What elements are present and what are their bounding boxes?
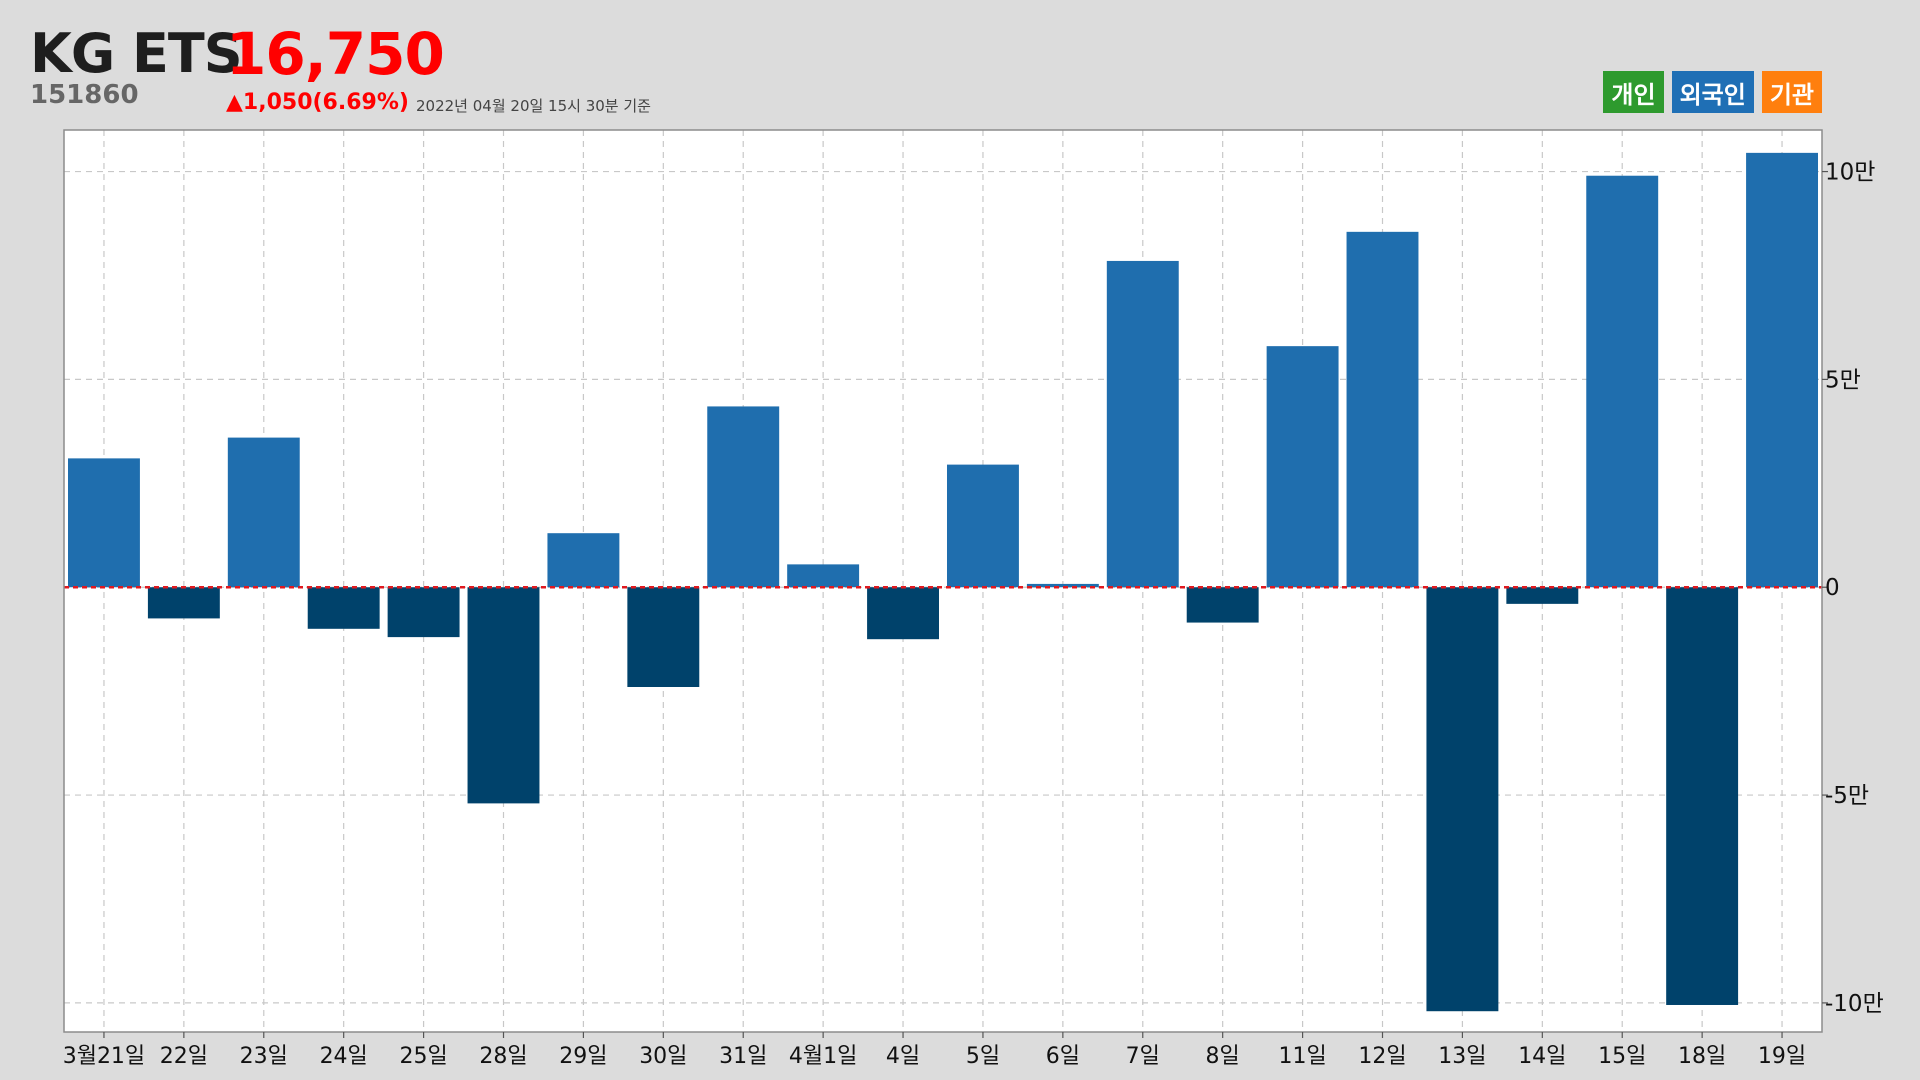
- bar: [707, 406, 780, 588]
- x-tick-label: 13일: [1438, 1044, 1486, 1069]
- stock-code: 151860: [30, 80, 139, 110]
- x-tick-label: 29일: [559, 1044, 607, 1069]
- bar: [1106, 260, 1179, 588]
- x-tick-label: 4일: [886, 1044, 920, 1069]
- bar: [387, 587, 460, 638]
- timestamp: 2022년 04월 20일 15시 30분 기준: [416, 97, 651, 115]
- x-tick-label: 5일: [966, 1044, 1000, 1069]
- bar: [1666, 587, 1739, 1005]
- x-tick-label: 11일: [1278, 1044, 1326, 1069]
- bar: [1746, 152, 1819, 588]
- x-tick-label: 18일: [1678, 1044, 1726, 1069]
- x-tick-label: 25일: [399, 1044, 447, 1069]
- y-tick-label: -5만: [1825, 783, 1869, 809]
- bar: [1266, 346, 1339, 588]
- x-tick-label: 4월1일: [789, 1044, 857, 1069]
- bar: [867, 587, 940, 640]
- legend: 개인 외국인 기관: [1603, 71, 1822, 113]
- bar: [1586, 175, 1659, 588]
- legend-foreigner[interactable]: 외국인: [1671, 71, 1754, 113]
- plot-area: [64, 130, 1822, 1032]
- bar: [787, 564, 860, 588]
- bar: [307, 587, 380, 629]
- bar: [1426, 587, 1499, 1012]
- x-tick-label: 30일: [639, 1044, 687, 1069]
- x-tick-label: 24일: [320, 1044, 368, 1069]
- x-tick-label: 7일: [1126, 1044, 1160, 1069]
- bar: [147, 587, 220, 619]
- x-tick-label: 28일: [479, 1044, 527, 1069]
- bar: [1346, 231, 1419, 588]
- bar: [547, 533, 620, 588]
- plot-border: [63, 129, 1823, 1033]
- bar: [1506, 587, 1579, 604]
- bar: [67, 458, 140, 588]
- bar: [227, 437, 300, 588]
- x-tick-label: 6일: [1046, 1044, 1080, 1069]
- y-tick-label: -10만: [1825, 991, 1884, 1017]
- x-tick-label: 12일: [1358, 1044, 1406, 1069]
- x-tick-label: 8일: [1206, 1044, 1240, 1069]
- bar: [627, 587, 700, 687]
- x-tick-label: 19일: [1758, 1044, 1806, 1069]
- y-tick-label: 5만: [1825, 367, 1861, 393]
- y-tick-label: 0: [1825, 575, 1840, 601]
- legend-institution[interactable]: 기관: [1761, 71, 1822, 113]
- x-tick-label: 15일: [1598, 1044, 1646, 1069]
- stock-price: 16,750: [226, 20, 445, 88]
- bar: [946, 464, 1019, 588]
- stock-name: KG ETS: [30, 22, 243, 85]
- x-tick-label: 14일: [1518, 1044, 1566, 1069]
- legend-individual[interactable]: 개인: [1603, 71, 1664, 113]
- x-tick-label: 23일: [240, 1044, 288, 1069]
- bar: [467, 587, 540, 804]
- x-tick-label: 3월21일: [63, 1044, 145, 1069]
- price-change: ▲1,050(6.69%): [226, 90, 409, 115]
- bar: [1026, 583, 1099, 588]
- x-tick-label: 22일: [160, 1044, 208, 1069]
- x-tick-label: 31일: [719, 1044, 767, 1069]
- y-tick-label: 10만: [1825, 160, 1875, 186]
- bar: [1186, 587, 1259, 623]
